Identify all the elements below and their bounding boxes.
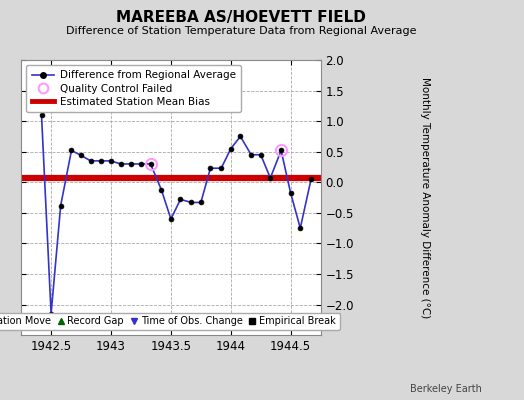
Text: MAREEBA AS/HOEVETT FIELD: MAREEBA AS/HOEVETT FIELD [116, 10, 366, 25]
Legend: Station Move, Record Gap, Time of Obs. Change, Empirical Break: Station Move, Record Gap, Time of Obs. C… [0, 312, 340, 330]
Text: Difference of Station Temperature Data from Regional Average: Difference of Station Temperature Data f… [66, 26, 416, 36]
Y-axis label: Monthly Temperature Anomaly Difference (°C): Monthly Temperature Anomaly Difference (… [420, 77, 430, 318]
Text: Berkeley Earth: Berkeley Earth [410, 384, 482, 394]
